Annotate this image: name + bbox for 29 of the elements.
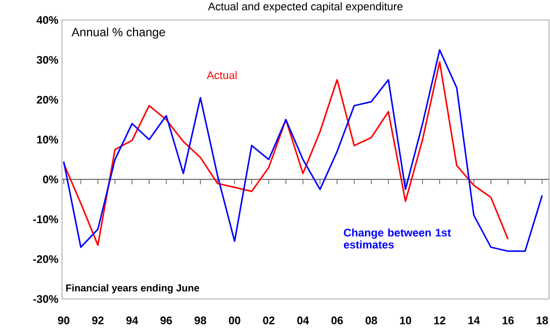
x-tick-label: 16 bbox=[502, 316, 514, 324]
x-tick-label: 12 bbox=[434, 316, 446, 324]
annotation: Annual % change bbox=[72, 28, 166, 39]
y-tick-label: 30% bbox=[36, 56, 58, 64]
x-tick-label: 10 bbox=[400, 316, 412, 324]
y-tick-label: 20% bbox=[36, 96, 58, 104]
text: Change between 1st estimates bbox=[344, 228, 451, 249]
x-tick-label: 08 bbox=[366, 316, 378, 324]
y-tick-label: 0% bbox=[43, 176, 58, 184]
y-tick-label: -30% bbox=[33, 295, 58, 303]
x-tick-label: 18 bbox=[536, 316, 548, 324]
y-tick-label: -10% bbox=[33, 215, 58, 224]
x-tick-label: 92 bbox=[92, 316, 104, 324]
y-tick-label: -20% bbox=[33, 255, 58, 264]
x-tick-label: 98 bbox=[194, 316, 206, 324]
text: Actual bbox=[206, 71, 237, 80]
y-tick-label: 10% bbox=[37, 136, 58, 144]
x-tick-label: 06 bbox=[331, 316, 343, 324]
annotation: Financial years ending June bbox=[66, 284, 200, 294]
x-tick-label: 14 bbox=[468, 316, 480, 324]
x-tick-label: 00 bbox=[228, 316, 240, 324]
x-tick-label: 96 bbox=[160, 316, 172, 324]
x-tick-label: 02 bbox=[263, 316, 274, 324]
x-tick-label: 94 bbox=[126, 316, 138, 324]
chart-title: Actual and expected capital expenditure bbox=[208, 2, 403, 13]
x-tick-label: 90 bbox=[58, 316, 70, 324]
y-tick-label: 40% bbox=[36, 16, 58, 24]
x-tick-label: 04 bbox=[297, 316, 309, 324]
line-series bbox=[62, 49, 543, 252]
